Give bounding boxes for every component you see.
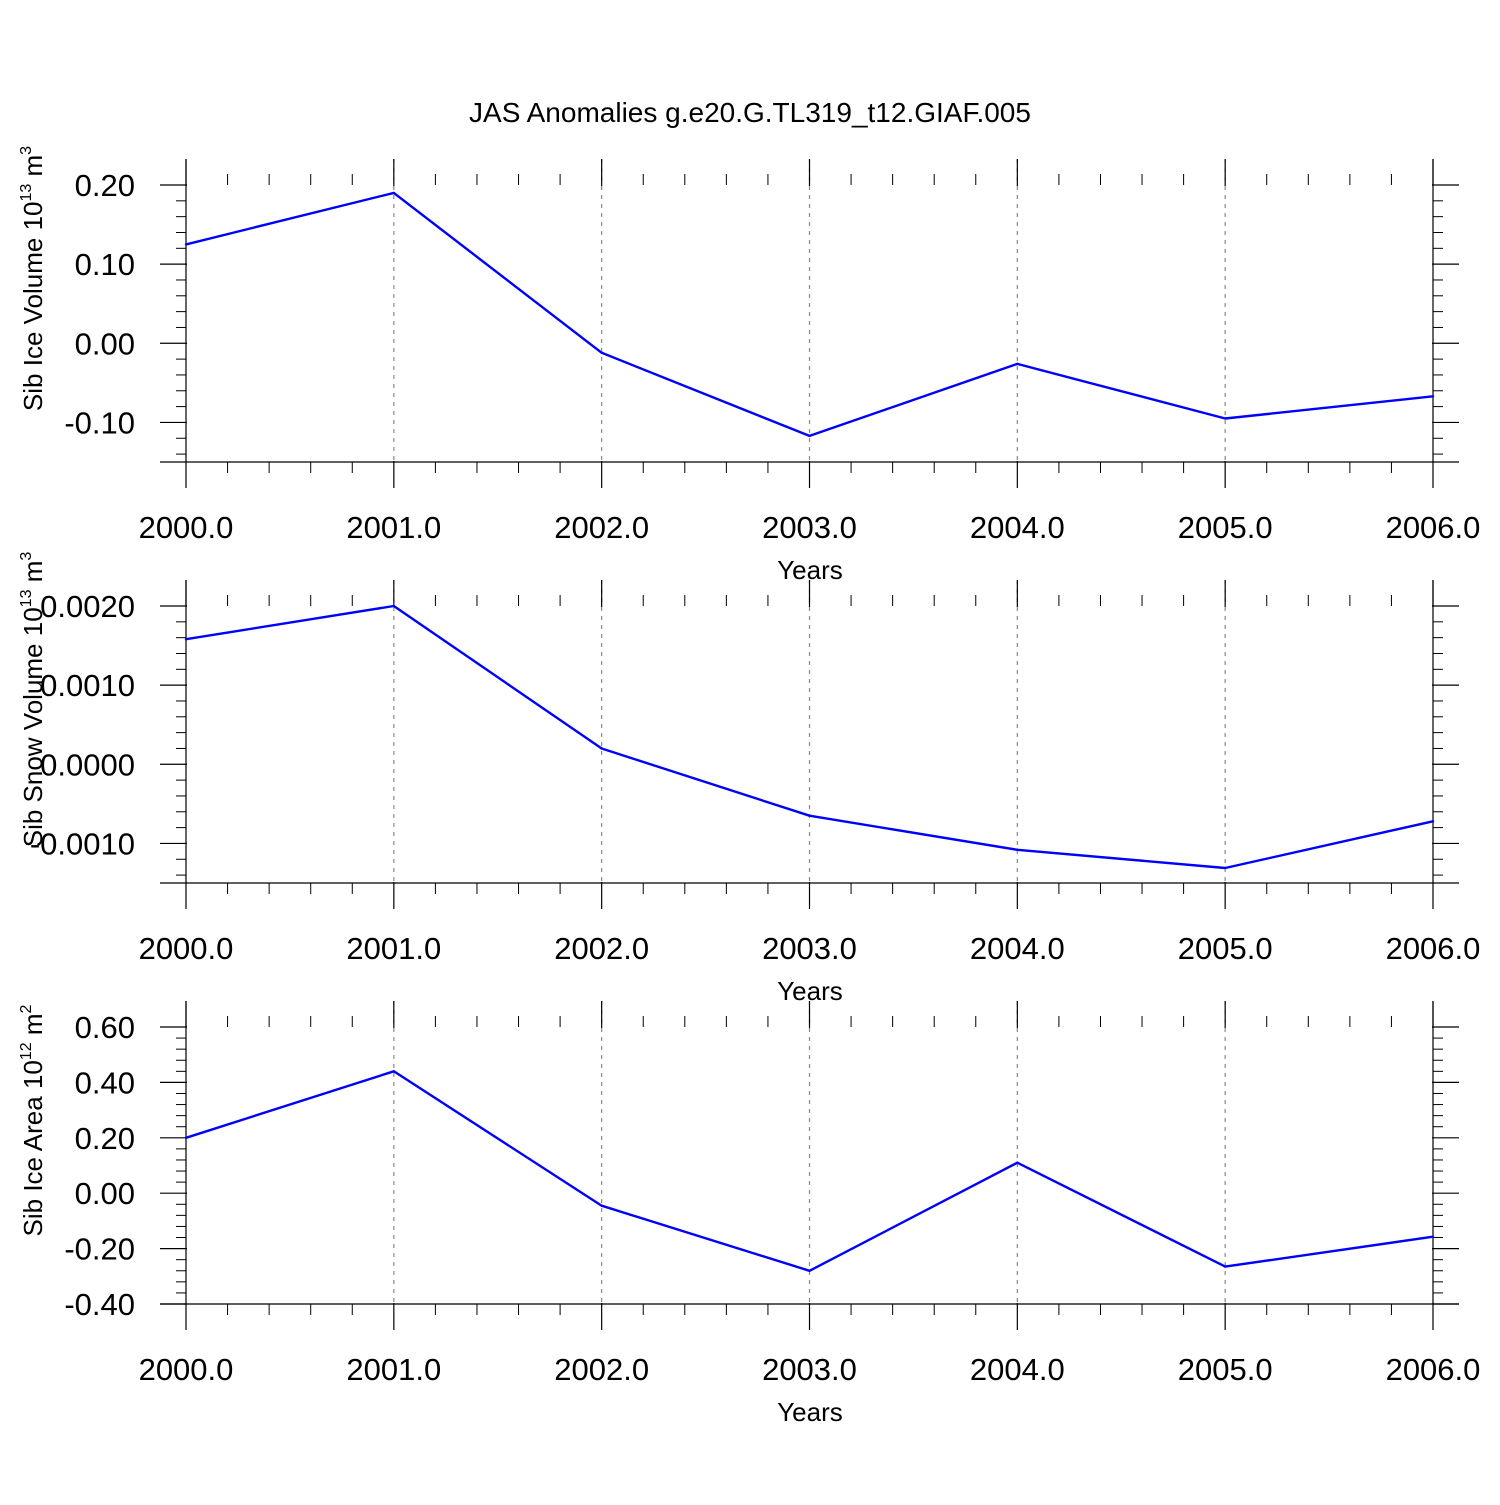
x-tick-label: 2003.0 <box>762 510 857 545</box>
data-point <box>1223 417 1227 420</box>
y-tick-label: 0.0020 <box>40 589 135 624</box>
x-tick-label: 2005.0 <box>1178 510 1273 545</box>
data-point <box>600 1204 603 1207</box>
x-tick-label: 2003.0 <box>762 1352 857 1387</box>
data-point <box>184 243 188 246</box>
data-point <box>392 1070 396 1073</box>
data-point <box>1223 866 1227 870</box>
data-point <box>808 1269 811 1272</box>
y-tick-label: 0.10 <box>75 247 135 282</box>
chart-panel-2: 0.0020 0.0010 0.0000 -0.0010 2000.0 2001.0 200… <box>18 552 1480 1006</box>
x-tick-label: 2001.0 <box>346 1352 441 1387</box>
y-tick-label: 0.20 <box>75 1121 135 1156</box>
data-point <box>1431 395 1435 398</box>
y-axis-label: Sib Snow Volume 1013 m3 <box>18 552 48 848</box>
x-tick-label: 2004.0 <box>970 931 1065 966</box>
data-point <box>808 434 811 438</box>
x-tick-label: 2005.0 <box>1178 1352 1273 1387</box>
y-tick-label: -0.40 <box>64 1287 135 1322</box>
y-tick-label: 0.20 <box>75 168 135 203</box>
x-tick-label: 2006.0 <box>1386 1352 1481 1387</box>
data-point <box>392 191 396 195</box>
x-tick-label: 2001.0 <box>346 510 441 545</box>
y-tick-label: 0.0000 <box>40 747 135 782</box>
y-tick-label: 0.40 <box>75 1065 135 1100</box>
data-point <box>392 604 396 608</box>
x-tick-label: 2006.0 <box>1386 931 1481 966</box>
x-tick-label: 2003.0 <box>762 931 857 966</box>
data-point <box>1223 1265 1227 1268</box>
chart-title: JAS Anomalies g.e20.G.TL319_t12.GIAF.005 <box>469 97 1031 128</box>
x-tick-label: 2000.0 <box>139 1352 234 1387</box>
y-tick-label: 0.00 <box>75 326 135 361</box>
x-tick-label: 2004.0 <box>970 510 1065 545</box>
x-tick-label: 2000.0 <box>139 510 234 545</box>
data-point <box>184 638 188 641</box>
data-point <box>808 814 811 817</box>
y-axis-label: Sib Ice Area 1012 m2 <box>18 1004 48 1236</box>
y-tick-label: -0.20 <box>64 1232 135 1267</box>
y-tick-label: 0.00 <box>75 1176 135 1211</box>
x-tick-label: 2004.0 <box>970 1352 1065 1387</box>
data-point <box>1431 820 1435 823</box>
x-axis-label: Years <box>777 1397 843 1427</box>
chart-panel-1: 0.20 0.10 0.00 -0.10 2000.0 2001.0 2002.0 2003.… <box>18 146 1480 585</box>
data-point <box>600 747 603 750</box>
y-tick-label: 0.60 <box>75 1010 135 1045</box>
data-point <box>184 1136 188 1140</box>
data-point <box>1016 1161 1019 1164</box>
x-tick-label: 2001.0 <box>346 931 441 966</box>
y-tick-label: 0.0010 <box>40 668 135 703</box>
data-point <box>600 351 603 354</box>
y-tick-label: -0.10 <box>64 405 135 440</box>
x-tick-label: 2006.0 <box>1386 510 1481 545</box>
data-point <box>1016 362 1019 366</box>
data-point <box>1431 1235 1435 1238</box>
x-tick-label: 2000.0 <box>139 931 234 966</box>
x-tick-label: 2002.0 <box>554 1352 649 1387</box>
y-tick-label: -0.0010 <box>30 826 135 861</box>
x-tick-label: 2002.0 <box>554 931 649 966</box>
data-point <box>1016 848 1019 851</box>
x-tick-label: 2002.0 <box>554 510 649 545</box>
x-tick-label: 2005.0 <box>1178 931 1273 966</box>
y-axis-label: Sib Ice Volume 1013 m3 <box>18 146 48 411</box>
